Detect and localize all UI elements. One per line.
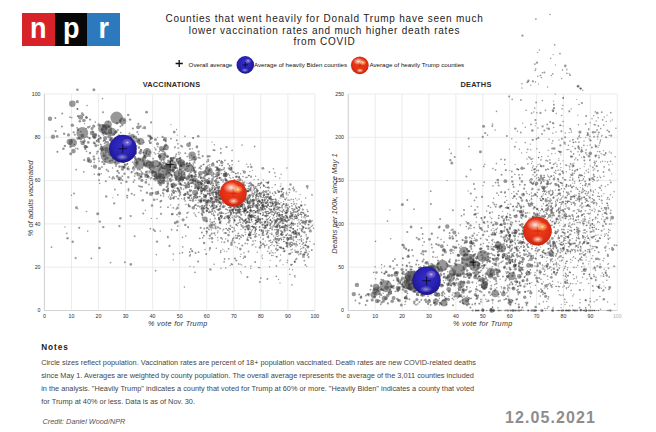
- svg-text:0: 0: [347, 313, 350, 319]
- svg-text:90: 90: [588, 313, 594, 319]
- svg-text:DEATHS: DEATHS: [460, 80, 491, 89]
- svg-text:40: 40: [35, 221, 41, 227]
- svg-text:200: 200: [335, 134, 344, 140]
- svg-text:70: 70: [534, 313, 540, 319]
- svg-text:20: 20: [399, 313, 405, 319]
- svg-text:Average of heavily Trump count: Average of heavily Trump counties: [369, 61, 464, 68]
- svg-text:100: 100: [32, 91, 41, 97]
- svg-text:VACCINATIONS: VACCINATIONS: [143, 80, 201, 89]
- svg-text:250: 250: [335, 91, 344, 97]
- svg-text:Overall average: Overall average: [189, 61, 233, 68]
- svg-text:70: 70: [231, 313, 237, 319]
- svg-text:80: 80: [35, 134, 41, 140]
- svg-text:50: 50: [480, 313, 486, 319]
- svg-text:10: 10: [69, 313, 75, 319]
- svg-text:Deaths per 100k, since May 1: Deaths per 100k, since May 1: [330, 153, 339, 253]
- svg-text:50: 50: [338, 264, 344, 270]
- svg-text:% vote for Trump: % vote for Trump: [453, 319, 512, 328]
- svg-text:% vote for Trump: % vote for Trump: [148, 319, 207, 328]
- svg-text:80: 80: [561, 313, 567, 319]
- svg-text:100: 100: [613, 313, 622, 319]
- svg-text:90: 90: [285, 313, 291, 319]
- svg-text:60: 60: [35, 177, 41, 183]
- svg-text:30: 30: [123, 313, 129, 319]
- svg-text:40: 40: [453, 313, 459, 319]
- svg-text:80: 80: [258, 313, 264, 319]
- svg-text:0: 0: [43, 313, 46, 319]
- svg-text:50: 50: [177, 313, 183, 319]
- svg-text:20: 20: [35, 264, 41, 270]
- svg-text:100: 100: [311, 313, 320, 319]
- svg-text:Average of heavily Biden count: Average of heavily Biden counties: [254, 61, 347, 68]
- svg-text:60: 60: [204, 313, 210, 319]
- svg-text:% of adults vaccinated: % of adults vaccinated: [26, 160, 35, 237]
- svg-text:30: 30: [426, 313, 432, 319]
- svg-text:20: 20: [96, 313, 102, 319]
- svg-text:0: 0: [38, 307, 41, 313]
- svg-text:60: 60: [507, 313, 513, 319]
- svg-text:40: 40: [150, 313, 156, 319]
- svg-text:0: 0: [341, 307, 344, 313]
- svg-text:10: 10: [372, 313, 378, 319]
